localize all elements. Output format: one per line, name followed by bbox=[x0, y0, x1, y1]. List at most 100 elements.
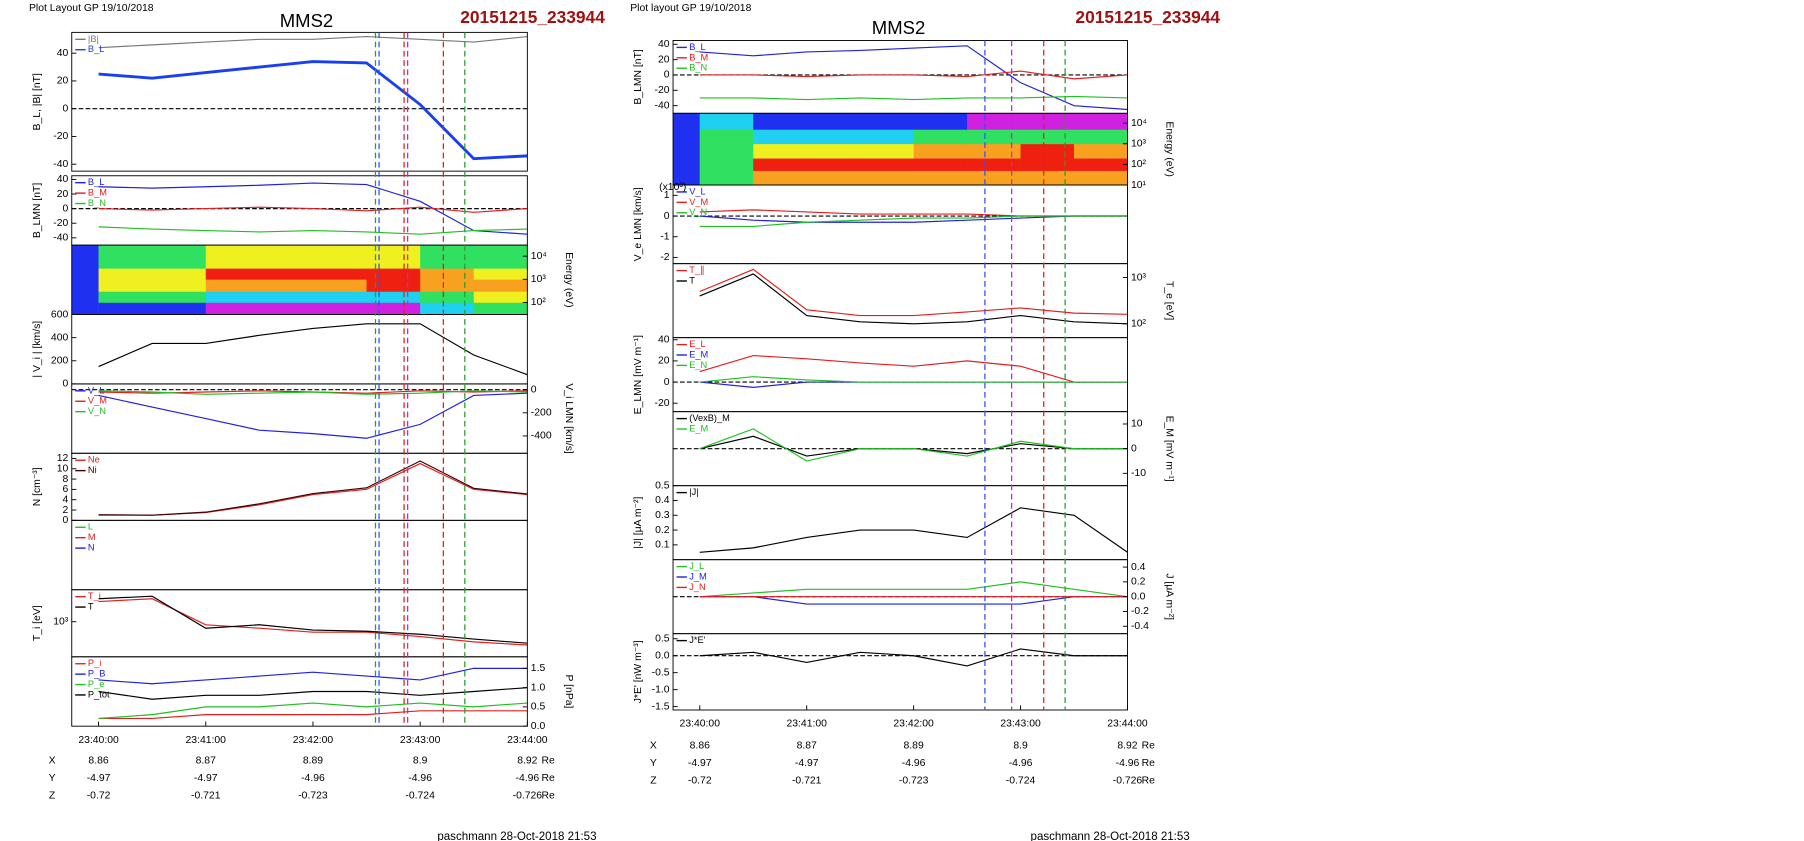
y-tick-label: 0.0 bbox=[531, 721, 546, 732]
y-axis-label: V_e LMN [km/s] bbox=[633, 187, 644, 261]
panel-frame bbox=[71, 383, 528, 454]
spectrogram-cell bbox=[1074, 113, 1128, 130]
spectrogram-cell bbox=[366, 268, 421, 280]
run-id: 20151215_233944 bbox=[1075, 7, 1220, 27]
legend-label: V_L bbox=[689, 186, 705, 196]
y-tick-label: 20 bbox=[658, 54, 670, 65]
y-tick-label: -2 bbox=[660, 252, 669, 263]
series-line bbox=[699, 435, 1128, 457]
y-axis-label: T_e [eV] bbox=[1163, 281, 1174, 320]
ephemeris-value: 8.89 bbox=[904, 741, 924, 752]
series-line bbox=[699, 381, 1128, 388]
ephemeris-value: -4.97 bbox=[87, 773, 111, 784]
spectrogram-cell bbox=[312, 302, 367, 315]
ephemeris-label: X bbox=[49, 756, 56, 767]
panel-frame bbox=[672, 184, 1128, 265]
legend-label: Ni bbox=[88, 465, 97, 475]
series-line bbox=[98, 182, 528, 235]
spectrogram-cell bbox=[205, 291, 260, 303]
legend-label: P_tot bbox=[88, 689, 110, 699]
spectrogram-cell bbox=[860, 113, 914, 130]
legend-label: B_M bbox=[88, 188, 107, 198]
series-line bbox=[98, 390, 528, 395]
ephemeris-value: -0.721 bbox=[792, 775, 822, 786]
y-tick-label: 40 bbox=[57, 174, 69, 185]
spectrogram-cell bbox=[420, 245, 475, 269]
y-tick-label: -400 bbox=[531, 431, 552, 442]
y-axis-label: | V_i | [km/s] bbox=[32, 321, 43, 378]
spectrogram-cell bbox=[205, 302, 260, 315]
y-tick-label: -40 bbox=[53, 233, 68, 244]
y-tick-label: 20 bbox=[57, 189, 69, 200]
spectrogram-cell bbox=[753, 143, 808, 159]
ephemeris-value: -0.724 bbox=[1006, 775, 1036, 786]
ephemeris-value: -0.72 bbox=[87, 790, 111, 801]
legend-label: E_L bbox=[689, 339, 705, 349]
series-line bbox=[699, 95, 1128, 101]
y-axis-label: Energy (eV) bbox=[563, 252, 574, 307]
y-tick-label: 10³ bbox=[1131, 272, 1147, 283]
spectrogram-cell bbox=[1020, 143, 1075, 159]
legend-label: E_M bbox=[689, 423, 708, 433]
y-tick-label: 1 bbox=[664, 190, 670, 201]
spectrogram-cell bbox=[1074, 143, 1128, 159]
spectrogram-cell bbox=[259, 279, 314, 292]
legend-label: P_e bbox=[88, 679, 104, 689]
legend-label: (VexB)_M bbox=[689, 413, 730, 423]
series-line bbox=[699, 209, 1128, 217]
ephemeris-value: -4.96 bbox=[1116, 758, 1140, 769]
spectrogram-cell bbox=[259, 268, 314, 280]
ephemeris-value: -4.97 bbox=[194, 773, 218, 784]
legend-label: E_N bbox=[689, 360, 707, 370]
spectrogram-cell bbox=[860, 170, 914, 186]
y-tick-label: 0.5 bbox=[531, 702, 546, 713]
spectrogram-cell bbox=[205, 245, 260, 269]
spectrogram-cell bbox=[98, 279, 153, 292]
legend-label: B_M bbox=[689, 52, 708, 62]
series-line bbox=[699, 268, 1128, 317]
spectrogram-cell bbox=[366, 291, 421, 303]
spectrogram-cell bbox=[473, 268, 528, 280]
y-tick-label: 10³ bbox=[1131, 139, 1147, 150]
y-tick-label: 6 bbox=[63, 484, 69, 495]
y-tick-label: 1.5 bbox=[531, 663, 546, 674]
y-tick-label: 0.3 bbox=[655, 510, 670, 521]
x-tick-label: 23:44:00 bbox=[1107, 719, 1148, 730]
y-tick-label: -10 bbox=[1131, 468, 1146, 479]
x-tick-label: 23:43:00 bbox=[400, 735, 441, 746]
y-tick-label: 2 bbox=[63, 505, 69, 516]
series-line bbox=[98, 667, 528, 685]
ephemeris-value: 8.87 bbox=[196, 756, 216, 767]
spectrogram-cell bbox=[1020, 158, 1075, 171]
series-line bbox=[699, 648, 1128, 667]
y-axis-label: E_LMN [mV m⁻¹] bbox=[633, 335, 644, 414]
legend-label: J_N bbox=[689, 582, 705, 592]
spectrogram-cell bbox=[205, 268, 260, 280]
legend-label: E_M bbox=[689, 349, 708, 359]
ephemeris-value: 8.92 bbox=[517, 756, 537, 767]
series-line bbox=[699, 428, 1128, 462]
spectrogram-cell bbox=[967, 158, 1021, 171]
y-tick-label: -40 bbox=[655, 100, 670, 111]
x-tick-label: 23:42:00 bbox=[893, 719, 934, 730]
y-tick-label: 0.5 bbox=[655, 480, 670, 491]
y-axis-note: (x10³) bbox=[659, 182, 686, 193]
spectrogram-cell bbox=[366, 302, 421, 315]
y-tick-label: 0.4 bbox=[1131, 562, 1146, 573]
panel-frame bbox=[71, 31, 528, 172]
y-tick-label: 0 bbox=[63, 103, 69, 114]
series-line bbox=[98, 35, 528, 49]
legend-label: V_M bbox=[88, 396, 107, 406]
ephemeris-unit: Re bbox=[1142, 775, 1156, 786]
series-line bbox=[98, 710, 528, 720]
y-tick-label: 10² bbox=[1131, 159, 1147, 170]
spectrogram-cell bbox=[806, 143, 861, 159]
series-line bbox=[699, 45, 1128, 111]
y-tick-label: 10 bbox=[57, 464, 69, 475]
series-line bbox=[699, 354, 1128, 383]
spectrogram-cell bbox=[699, 143, 754, 159]
series-line bbox=[98, 702, 528, 720]
y-axis-label: T_i [eV] bbox=[32, 605, 43, 641]
series-line bbox=[98, 392, 528, 439]
y-axis-label: Energy (eV) bbox=[1163, 121, 1174, 176]
